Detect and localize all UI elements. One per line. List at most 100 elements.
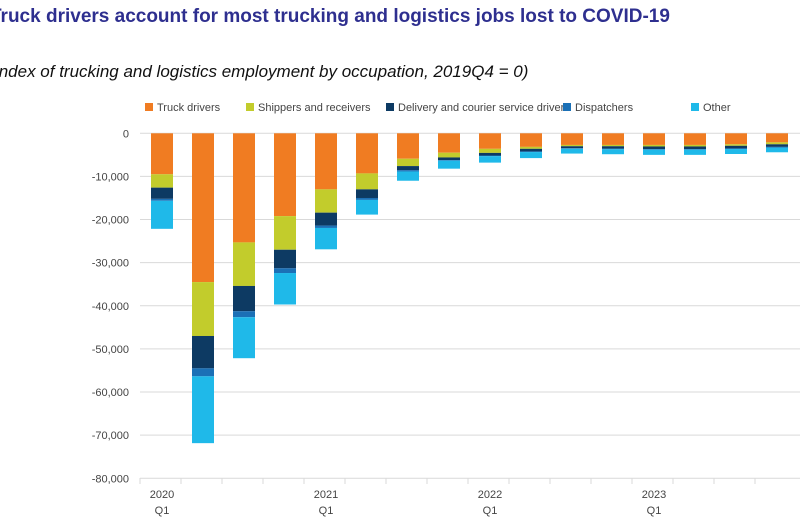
bar-segment [233,317,255,359]
bar-segment [684,149,706,150]
legend-label: Other [703,102,731,114]
bar-segment [684,133,706,145]
bar-segment [315,212,337,226]
bar-segment [684,149,706,155]
bar-segment [274,249,296,269]
bar-segment [438,157,460,161]
bar-segment [397,170,419,172]
bar-segment [643,149,665,150]
y-tick-label: -30,000 [92,258,129,270]
bar-segment [438,160,460,169]
bar-segment [479,155,501,157]
bar-segment [315,225,337,228]
bar-segment [725,145,747,149]
bar-segment [602,149,624,155]
bar-segment [315,189,337,213]
bar-segment [479,152,501,156]
x-tick-year: 2021 [314,489,338,501]
bar-segment [192,368,214,377]
bar-segment [356,189,378,198]
chart-title: Truck drivers account for most trucking … [0,6,670,27]
bar-segment [766,133,788,143]
bar-segment [520,133,542,147]
x-tick-quarter: Q1 [483,505,498,517]
bar-segment [274,216,296,250]
bar-segment [397,133,419,159]
bar-segment [602,148,624,150]
bar-segment [438,152,460,158]
legend-label: Shippers and receivers [258,102,371,114]
bar-segment [233,285,255,312]
chart-subtitle: Index of trucking and logistics employme… [0,62,529,81]
bar-segment [233,311,255,318]
bar-segment [151,133,173,175]
legend-swatch [246,103,254,111]
bar-segment [520,152,542,159]
bar-segment [602,133,624,145]
bar-segment [192,335,214,369]
y-tick-label: -70,000 [92,430,129,442]
bar-segment [643,133,665,145]
bar-segment [274,133,296,217]
legend-swatch [563,103,571,111]
x-tick-quarter: Q1 [647,505,662,517]
y-tick-label: -20,000 [92,215,129,227]
bar-segment [602,146,624,149]
bar-segment [356,173,378,190]
bar-segment [725,133,747,145]
x-tick-year: 2023 [642,489,666,501]
bar-segment [766,144,788,147]
bar-segment [315,227,337,250]
bar-segment [479,148,501,153]
bar-segment [233,133,255,243]
bar-segment [397,158,419,167]
x-tick-quarter: Q1 [155,505,170,517]
x-tick-quarter: Q1 [319,505,334,517]
bar-segment [479,156,501,163]
bar-segment [151,200,173,229]
bar-segment [766,142,788,145]
legend-label: Dispatchers [575,102,634,114]
y-tick-label: -80,000 [92,473,129,485]
bar-segment [561,146,583,149]
bar-segment [192,376,214,444]
legend-swatch [386,103,394,111]
bar-segment [643,149,665,155]
bar-segment [725,149,747,154]
bar-segment [479,133,501,149]
bar-segment [766,146,788,148]
x-tick-year: 2022 [478,489,502,501]
bar-segment [356,133,378,174]
bar-segment [643,144,665,147]
bar-segment [684,146,706,150]
bar-segment [397,166,419,171]
legend-label: Truck drivers [157,102,221,114]
bar-segment [438,160,460,161]
bar-segment [520,148,542,152]
bar-segment [151,187,173,199]
bar-segment [192,133,214,283]
legend-swatch [145,103,153,111]
y-tick-label: -10,000 [92,171,129,183]
bar-segment [684,144,706,147]
bar-segment [356,197,378,200]
bar-segment [397,171,419,181]
bar-segment [561,148,583,149]
bar-segment [520,151,542,153]
bar-segment [602,144,624,147]
bar-segment [315,133,337,190]
bar-segment [151,198,173,201]
bar-segment [274,273,296,305]
y-tick-label: 0 [123,128,129,140]
bar-segment [643,146,665,150]
legend-swatch [691,103,699,111]
bar-segment [274,268,296,274]
bar-segment [520,146,542,149]
x-tick-year: 2020 [150,489,174,501]
bar-segment [766,147,788,153]
bar-segment [151,174,173,188]
bar-segment [192,282,214,336]
bar-segment [561,144,583,147]
bar-segment [725,144,747,146]
